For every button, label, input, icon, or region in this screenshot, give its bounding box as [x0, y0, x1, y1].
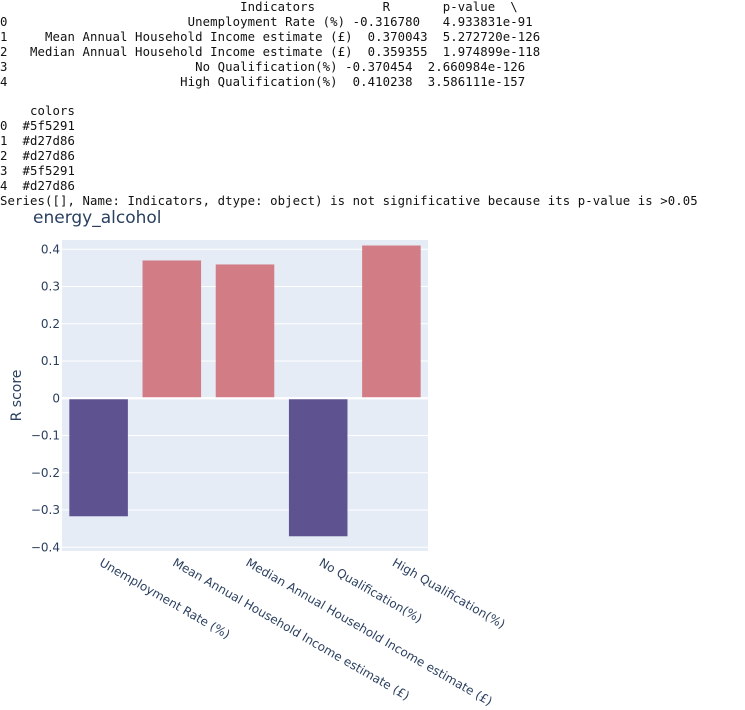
dataframe-row: 3 No Qualification(%) -0.370454 2.660984… [0, 60, 526, 74]
x-tick-label: High Qualification(%) [390, 555, 508, 631]
y-tick-label: −0.4 [31, 540, 60, 554]
y-tick-label: 0.1 [41, 354, 60, 368]
y-tick-label: −0.1 [31, 429, 60, 443]
chart-title: energy_alcohol [33, 208, 162, 228]
y-tick-label: 0 [52, 391, 60, 405]
colors-row: 4 #d27d86 [0, 179, 76, 193]
dataframe-row: 2 Median Annual Household Income estimat… [0, 45, 541, 59]
colors-rows: 0 #5f5291 1 #d27d86 2 #d27d86 3 #5f5291 4 #d… [0, 119, 745, 194]
y-tick-label: 0.2 [41, 317, 60, 331]
y-tick-label: −0.2 [31, 466, 60, 480]
bar [215, 264, 275, 399]
colors-row: 2 #d27d86 [0, 149, 76, 163]
x-tick-label: Unemployment Rate (%) [97, 555, 232, 641]
colors-header: colors [0, 104, 76, 118]
significance-message: Series([], Name: Indicators, dtype: obje… [0, 194, 698, 208]
dataframe-rows: 0 Unemployment Rate (%) -0.316780 4.9338… [0, 15, 745, 90]
y-axis-label: R score [9, 370, 25, 422]
dataframe-row: 4 High Qualification(%) 0.410238 3.58611… [0, 75, 526, 89]
y-tick-label: −0.3 [31, 503, 60, 517]
y-tick-label: 0.3 [41, 280, 60, 294]
colors-row: 3 #5f5291 [0, 164, 76, 178]
console-output: Indicators R p-value \ 0 Unemployment Ra… [0, 0, 745, 210]
dataframe-header: Indicators R p-value \ [0, 0, 518, 14]
bar [288, 398, 348, 537]
dataframe-row: 1 Mean Annual Household Income estimate … [0, 30, 541, 44]
bar-chart: energy_alcohol 0.4 0.3 0.2 0.1 0 −0.1 −0.2 −0.3 −… [9, 208, 508, 709]
bar [69, 398, 128, 517]
bar [362, 245, 421, 399]
y-tick-label: 0.4 [41, 242, 60, 256]
bar [142, 260, 202, 399]
dataframe-row: 0 Unemployment Rate (%) -0.316780 4.9338… [0, 15, 533, 29]
colors-row: 1 #d27d86 [0, 134, 76, 148]
x-tick-label: Median Annual Household Income estimate … [244, 555, 495, 708]
colors-row: 0 #5f5291 [0, 119, 76, 133]
